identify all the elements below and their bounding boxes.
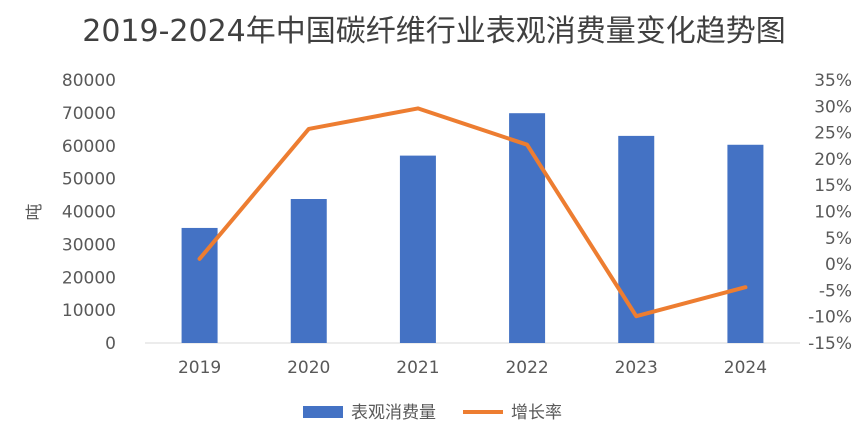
x-tick-label: 2020 <box>287 358 330 378</box>
legend: 表观消费量 增长率 <box>303 403 562 423</box>
y-tick-left-label: 50000 <box>62 170 116 190</box>
y-tick-right-label: 0% <box>825 255 852 275</box>
y-axis-left: 0 10000 20000 30000 40000 50000 60000 70000 8000… <box>62 71 116 354</box>
x-tick-label: 2021 <box>396 358 439 378</box>
y-tick-right-label: -10% <box>808 308 852 328</box>
y-tick-right-label: 35% <box>814 71 852 91</box>
legend-bar-swatch <box>303 406 343 418</box>
bar <box>290 199 327 343</box>
y-tick-left-label: 70000 <box>62 104 116 124</box>
bar <box>727 144 764 343</box>
y-tick-right-label: 20% <box>814 150 852 170</box>
x-tick-label: 2023 <box>615 358 658 378</box>
x-tick-label: 2022 <box>505 358 548 378</box>
y-tick-right-label: -5% <box>819 281 852 301</box>
y-tick-right-label: 30% <box>814 97 852 117</box>
y-tick-left-label: 30000 <box>62 235 116 255</box>
y-tick-right-label: 25% <box>814 124 852 144</box>
y-tick-right-label: 5% <box>825 229 852 249</box>
bar <box>399 155 436 343</box>
bar <box>618 135 655 343</box>
bar <box>509 113 546 343</box>
bar-series <box>181 113 764 343</box>
y-tick-left-label: 60000 <box>62 137 116 157</box>
y-tick-left-label: 80000 <box>62 71 116 91</box>
y-axis-label: 吨 <box>25 204 45 221</box>
growth-rate-line <box>197 106 748 319</box>
y-tick-left-label: 20000 <box>62 268 116 288</box>
y-tick-right-label: 15% <box>814 176 852 196</box>
y-tick-right-label: 10% <box>814 203 852 223</box>
legend-bar-label: 表观消费量 <box>351 403 436 423</box>
y-tick-left-label: 40000 <box>62 203 116 223</box>
y-tick-left-label: 10000 <box>62 301 116 321</box>
y-axis-right: -15% -10% -5% 0% 5% 10% 15% 20% 25% 30% 35% <box>808 71 852 354</box>
legend-line-label: 增长率 <box>511 403 562 423</box>
x-axis: 2019 2020 2021 2022 2023 2024 <box>178 358 767 378</box>
x-tick-label: 2024 <box>724 358 767 378</box>
chart-title: 2019-2024年中国碳纤维行业表观消费量变化趋势图 <box>82 14 786 49</box>
y-tick-left-label: 0 <box>105 334 116 354</box>
x-tick-label: 2019 <box>178 358 221 378</box>
y-tick-right-label: -15% <box>808 334 852 354</box>
line-series <box>197 106 748 319</box>
